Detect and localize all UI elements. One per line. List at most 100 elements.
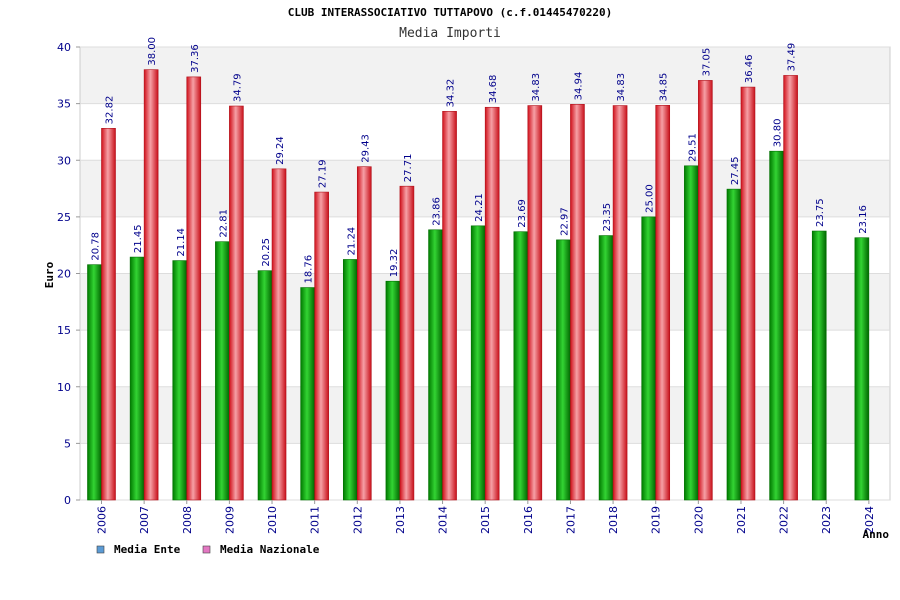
x-tick-label-2009: 2009 (223, 506, 236, 534)
bar-media-ente-2011 (300, 287, 315, 501)
x-tick-label-2011: 2011 (309, 506, 322, 534)
bar-media-ente-2023 (811, 230, 827, 501)
chart-subtitle: Media Importi (399, 26, 501, 41)
x-tick-label-2010: 2010 (266, 506, 279, 534)
bar-media-ente-2014 (428, 229, 443, 501)
bar-media-ente-2019 (641, 216, 657, 501)
y-tick-label: 5 (64, 437, 71, 450)
y-axis-ticks: 0 5 10 15 20 25 30 35 40 (57, 41, 80, 507)
x-tick-label-2024: 2024 (863, 506, 876, 534)
bar-media-nazionale-2021 (740, 86, 756, 501)
legend-swatch-media-ente (96, 545, 105, 554)
data-label-media-nazionale-2022: 37.49 (787, 43, 798, 72)
data-label-media-ente-2024: 23.16 (858, 205, 869, 234)
y-tick-label: 40 (57, 41, 71, 54)
bar-media-nazionale-2013 (399, 185, 415, 501)
x-tick-label-2014: 2014 (437, 506, 450, 534)
data-label-media-nazionale-2008: 37.36 (190, 44, 201, 73)
bar-media-nazionale-2014 (442, 111, 457, 501)
data-label-media-nazionale-2018: 34.83 (616, 73, 627, 102)
data-label-media-ente-2023: 23.75 (815, 198, 826, 227)
y-tick-label: 10 (57, 381, 71, 394)
data-label-media-ente-2008: 21.14 (176, 228, 187, 257)
bar-media-nazionale-2018 (612, 105, 628, 501)
data-label-media-ente-2012: 21.24 (346, 227, 357, 256)
x-tick-label-2019: 2019 (650, 506, 663, 534)
data-label-media-nazionale-2007: 38.00 (147, 37, 158, 66)
y-tick-label: 20 (57, 268, 71, 281)
x-tick-label-2012: 2012 (351, 506, 364, 534)
data-label-media-ente-2020: 29.51 (687, 133, 698, 162)
data-label-media-nazionale-2013: 27.71 (403, 154, 414, 183)
x-tick-label-2021: 2021 (735, 506, 748, 534)
data-label-media-ente-2019: 25.00 (645, 184, 656, 213)
data-label-media-nazionale-2016: 34.83 (531, 73, 542, 102)
bar-media-ente-2006 (87, 264, 102, 501)
bar-media-ente-2022 (769, 150, 784, 501)
x-tick-label-2006: 2006 (96, 506, 109, 534)
y-tick-label: 25 (57, 211, 71, 224)
bar-media-nazionale-2020 (698, 80, 713, 501)
data-label-media-nazionale-2020: 37.05 (701, 48, 712, 77)
data-label-media-nazionale-2009: 34.79 (232, 73, 243, 102)
bar-media-ente-2016 (513, 231, 529, 501)
data-label-media-ente-2010: 20.25 (261, 238, 272, 267)
x-tick-label-2017: 2017 (564, 506, 577, 534)
data-label-media-nazionale-2011: 27.19 (318, 159, 329, 188)
data-label-media-nazionale-2015: 34.68 (488, 75, 499, 104)
bar-media-nazionale-2007 (143, 69, 159, 501)
data-label-media-nazionale-2019: 34.85 (659, 73, 670, 102)
bar-media-ente-2021 (726, 188, 742, 501)
x-axis-ticks: 2006 2007 2008 2009 2010 2011 2012 2013 2014 2015… (96, 500, 876, 534)
legend-swatch-media-nazionale (202, 545, 211, 554)
plot-band (80, 47, 890, 104)
bar-media-ente-2010 (257, 270, 273, 501)
bar-media-ente-2017 (556, 239, 571, 501)
bar-media-ente-2018 (598, 235, 614, 501)
data-label-media-ente-2022: 30.80 (773, 119, 784, 148)
legend: Media Ente Media Nazionale (96, 543, 320, 556)
bar-media-nazionale-2016 (527, 105, 543, 501)
bar-media-nazionale-2006 (101, 128, 116, 501)
y-axis-label: Euro (43, 261, 56, 288)
x-tick-label-2016: 2016 (522, 506, 535, 534)
bar-media-ente-2024 (854, 237, 870, 501)
x-tick-label-2008: 2008 (181, 506, 194, 534)
y-tick-label: 15 (57, 324, 71, 337)
x-tick-label-2018: 2018 (607, 506, 620, 534)
bar-media-ente-2012 (342, 259, 358, 501)
legend-label-media-nazionale: Media Nazionale (220, 543, 320, 556)
data-label-media-nazionale-2021: 36.46 (744, 54, 755, 83)
data-label-media-ente-2017: 22.97 (559, 207, 570, 236)
data-label-media-nazionale-2006: 32.82 (105, 96, 116, 125)
x-tick-label-2013: 2013 (394, 506, 407, 534)
bar-media-nazionale-2022 (783, 75, 798, 501)
bar-media-ente-2007 (129, 256, 145, 501)
x-tick-label-2020: 2020 (692, 506, 705, 534)
data-label-media-nazionale-2017: 34.94 (573, 72, 584, 101)
data-label-media-ente-2013: 19.32 (389, 249, 400, 278)
data-label-media-nazionale-2012: 29.43 (360, 134, 371, 163)
chart-title: CLUB INTERASSOCIATIVO TUTTAPOVO (c.f.014… (288, 6, 613, 19)
data-label-media-ente-2006: 20.78 (91, 232, 102, 261)
y-tick-label: 35 (57, 98, 71, 111)
data-label-media-nazionale-2014: 34.32 (446, 79, 457, 108)
bar-media-nazionale-2012 (356, 166, 372, 501)
data-label-media-ente-2014: 23.86 (432, 197, 443, 226)
bar-media-ente-2008 (172, 260, 188, 501)
data-label-media-ente-2011: 18.76 (304, 255, 315, 284)
data-label-media-ente-2016: 23.69 (517, 199, 528, 228)
bars (87, 69, 870, 501)
bar-media-ente-2013 (385, 280, 401, 501)
bar-media-nazionale-2019 (655, 105, 671, 501)
x-tick-label-2022: 2022 (778, 506, 791, 534)
bar-media-nazionale-2017 (570, 104, 585, 501)
data-label-media-ente-2009: 22.81 (218, 209, 229, 238)
data-label-media-ente-2021: 27.45 (730, 156, 741, 185)
x-tick-label-2023: 2023 (820, 506, 833, 534)
bar-media-nazionale-2011 (314, 191, 329, 501)
data-label-media-ente-2015: 24.21 (474, 193, 485, 222)
bar-media-ente-2020 (684, 165, 699, 501)
x-axis-label: Anno (863, 528, 890, 541)
